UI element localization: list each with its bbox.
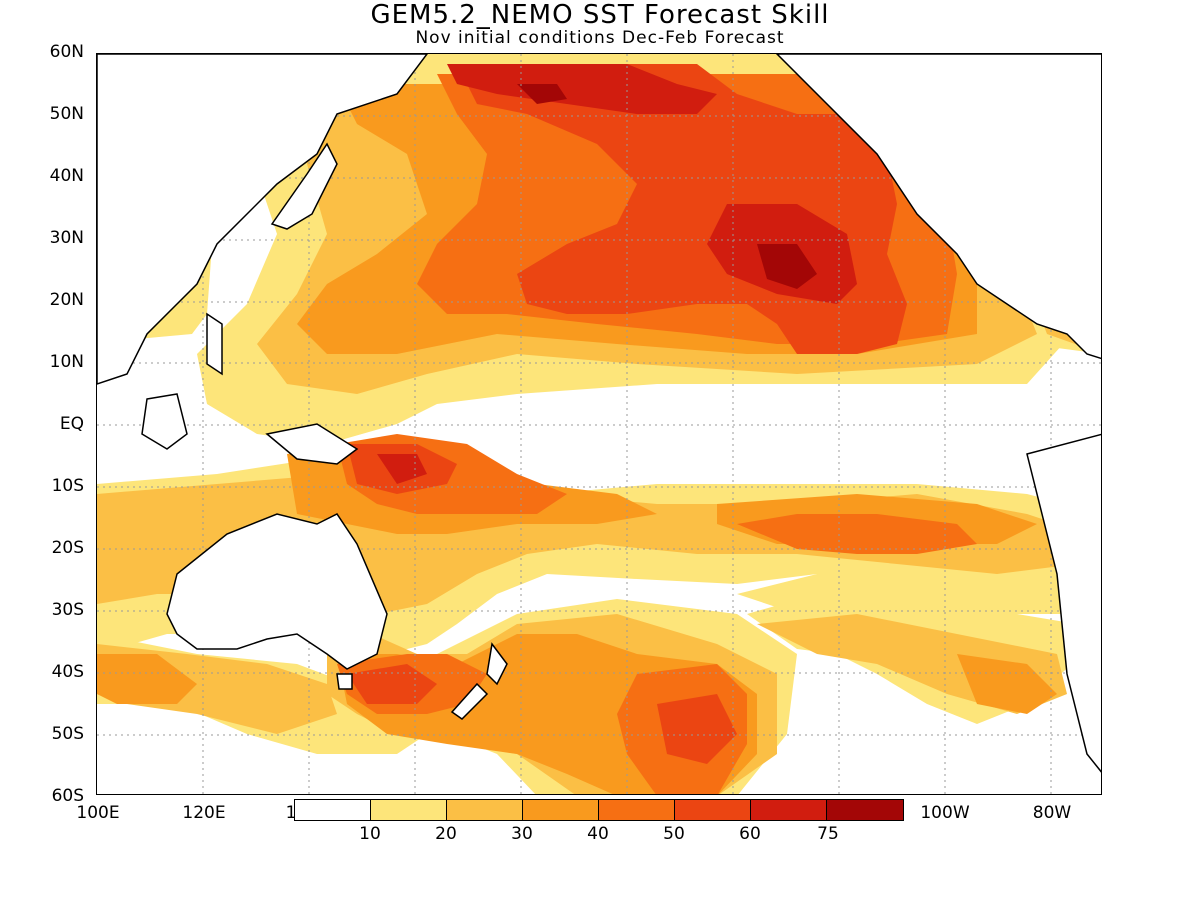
colorbar-segment: [598, 799, 675, 821]
asia-land: [97, 54, 428, 385]
lon-label-120e: 120E: [182, 803, 226, 823]
colorbar-label-10: 10: [359, 824, 381, 844]
map-panel: [96, 53, 1102, 795]
colorbar-segment: [826, 799, 904, 821]
philippines-land: [206, 312, 223, 376]
colorbar-segment: [370, 799, 447, 821]
colorbar: [294, 799, 906, 823]
sst-skill-map: [97, 54, 1101, 794]
lat-label-20s: 20S: [51, 538, 84, 558]
north-america-land: [775, 54, 1101, 360]
colorbar-label-30: 30: [511, 824, 533, 844]
skill-level-75: [517, 84, 817, 289]
lon-label-partial: 1: [285, 803, 297, 823]
lon-label-100e: 100E: [76, 803, 120, 823]
colorbar-segment: [750, 799, 827, 821]
lat-label-10n: 10N: [49, 352, 84, 372]
colorbar-label-40: 40: [587, 824, 609, 844]
lat-label-60s: 60S: [51, 786, 84, 806]
colorbar-label-20: 20: [435, 824, 457, 844]
colorbar-segment: [446, 799, 523, 821]
colorbar-segment: [522, 799, 599, 821]
lat-label-50s: 50S: [51, 724, 84, 744]
tasmania-land: [336, 673, 353, 690]
lat-label-30n: 30N: [49, 228, 84, 248]
colorbar-label-75: 75: [817, 824, 839, 844]
chart-subtitle: Nov initial conditions Dec-Feb Forecast: [415, 28, 785, 48]
colorbar-segment: [674, 799, 751, 821]
new-zealand-south: [450, 682, 489, 720]
new-guinea-land: [265, 423, 359, 465]
new-zealand-north: [486, 642, 508, 686]
lat-label-eq: EQ: [59, 414, 84, 434]
colorbar-label-60: 60: [739, 824, 761, 844]
lon-label-100w: 100W: [920, 803, 970, 823]
lat-label-10s: 10S: [51, 476, 84, 496]
lat-label-40n: 40N: [49, 166, 84, 186]
colorbar-label-50: 50: [663, 824, 685, 844]
australia-land: [166, 513, 388, 670]
lat-label-60n: 60N: [49, 42, 84, 62]
borneo-land: [141, 393, 188, 450]
lat-label-30s: 30S: [51, 600, 84, 620]
lat-label-40s: 40S: [51, 662, 84, 682]
lat-label-20n: 20N: [49, 290, 84, 310]
colorbar-segment: [294, 799, 371, 821]
map-grid: [97, 54, 1101, 794]
japan-land: [270, 142, 338, 230]
coastlines: [97, 54, 1101, 773]
lon-label-80w: 80W: [1032, 803, 1072, 823]
chart-title: GEM5.2_NEMO SST Forecast Skill: [370, 0, 830, 30]
lat-label-50n: 50N: [49, 104, 84, 124]
south-america-land: [1026, 433, 1101, 773]
